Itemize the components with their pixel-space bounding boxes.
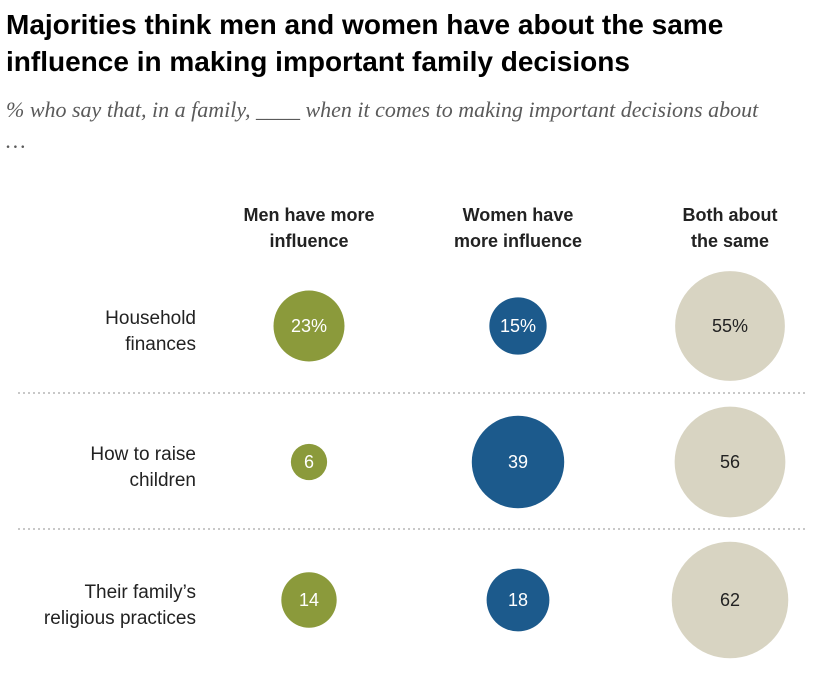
column-header: Women have [463, 205, 574, 225]
bubble [273, 290, 345, 362]
bubble-value-label: 39 [508, 452, 528, 472]
bubble [489, 297, 547, 355]
bubble [471, 415, 565, 509]
bubble-value-label: 55% [712, 316, 748, 336]
bubble-value-label: 56 [720, 452, 740, 472]
column-header: influence [269, 231, 348, 251]
bubble [675, 271, 785, 381]
bubble-value-label: 23% [291, 316, 327, 336]
row-label: finances [125, 334, 196, 355]
bubble-value-label: 18 [508, 590, 528, 610]
bubble [290, 443, 328, 481]
column-header: more influence [454, 231, 582, 251]
bubble [281, 572, 337, 628]
row-label: religious practices [44, 608, 196, 629]
row-label: Their family’s [84, 582, 196, 603]
row-label: How to raise [90, 444, 196, 465]
chart-subtitle: % who say that, in a family, ____ when i… [6, 97, 759, 153]
row-label: children [129, 470, 196, 491]
chart-title: Majorities think men and women have abou… [6, 9, 724, 77]
bubble-value-label: 6 [304, 452, 314, 472]
row-label: Household [105, 308, 196, 329]
bubble-value-label: 62 [720, 590, 740, 610]
column-header: Both about [683, 205, 778, 225]
bubble [674, 406, 786, 518]
bubble [671, 541, 789, 659]
bubble-value-label: 15% [500, 316, 536, 336]
column-header: Men have more [243, 205, 374, 225]
bubble-value-label: 14 [299, 590, 319, 610]
bubble [486, 568, 550, 632]
column-header: the same [691, 231, 769, 251]
